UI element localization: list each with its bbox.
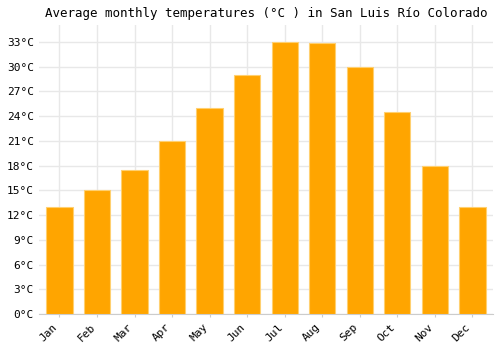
Bar	[346, 66, 373, 314]
Bar	[46, 207, 72, 314]
Bar	[196, 108, 223, 314]
Bar	[84, 190, 110, 314]
Bar	[122, 170, 148, 314]
Bar	[309, 43, 336, 314]
Bar	[460, 207, 485, 314]
Bar	[159, 141, 185, 314]
Title: Average monthly temperatures (°C ) in San Luis Río Colorado: Average monthly temperatures (°C ) in Sa…	[44, 7, 487, 20]
Bar	[384, 112, 410, 314]
Bar	[234, 75, 260, 314]
Bar	[272, 42, 298, 314]
Bar	[422, 166, 448, 314]
